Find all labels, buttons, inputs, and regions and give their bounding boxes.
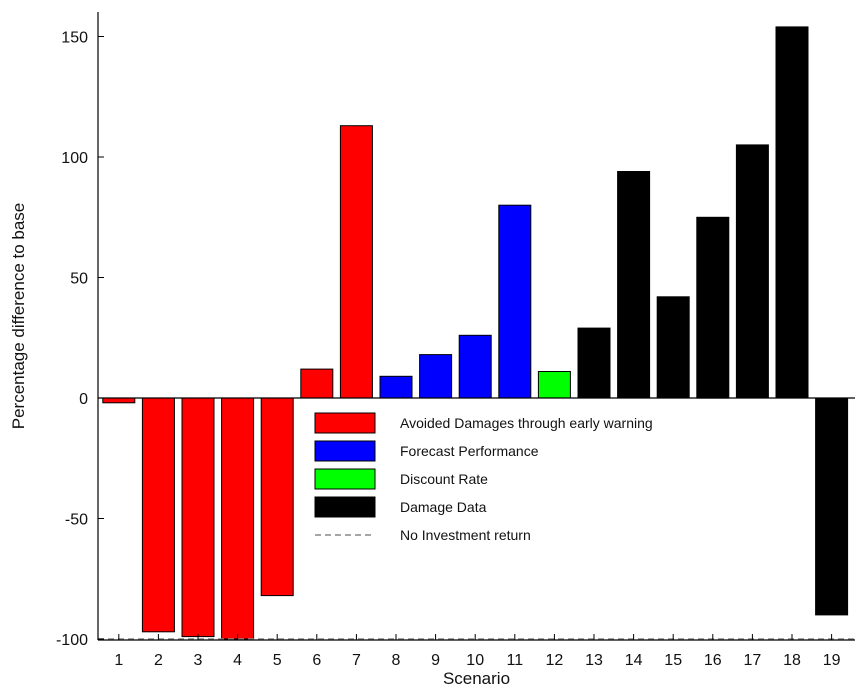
y-tick-label: -50 — [65, 512, 88, 529]
x-tick-label: 5 — [273, 652, 282, 669]
bar-scenario-8 — [379, 375, 413, 399]
bar-scenario-6 — [300, 368, 334, 399]
bar-scenario-2 — [141, 397, 175, 633]
bar-scenario-15 — [656, 296, 690, 399]
x-tick-label: 14 — [625, 652, 643, 669]
bars-group — [102, 26, 849, 640]
legend-label-noinvest: No Investment return — [400, 527, 531, 543]
bar-scenario-14 — [617, 171, 651, 399]
bar-scenario-17 — [735, 144, 769, 399]
bar-scenario-5 — [260, 397, 294, 597]
legend-swatch-avoided — [314, 412, 376, 434]
x-tick-label: 6 — [312, 652, 321, 669]
x-tick-label: 11 — [506, 652, 523, 669]
x-tick-label: 9 — [431, 652, 440, 669]
x-tick-label: 7 — [352, 652, 361, 669]
bar-scenario-19 — [815, 397, 849, 616]
bar-scenario-4 — [221, 397, 255, 640]
y-axis-label: Percentage difference to base — [9, 203, 28, 430]
bar-scenario-18 — [775, 26, 809, 399]
legend-label-forecast: Forecast Performance — [400, 443, 539, 459]
bar-scenario-1 — [102, 397, 136, 404]
legend-swatch-damage — [314, 496, 376, 518]
bar-scenario-10 — [458, 334, 492, 399]
x-tick-label: 12 — [546, 652, 564, 669]
bar-scenario-3 — [181, 397, 215, 638]
x-tick-label: 2 — [154, 652, 163, 669]
x-tick-label: 10 — [466, 652, 484, 669]
bar-scenario-11 — [498, 204, 532, 399]
x-axis-label: Scenario — [443, 669, 510, 688]
legend-swatch-discount — [314, 468, 376, 490]
x-tick-label: 17 — [744, 652, 762, 669]
y-tick-label: 100 — [61, 150, 88, 167]
x-tick-label: 19 — [823, 652, 841, 669]
y-tick-label: 0 — [79, 391, 88, 408]
legend-label-avoided: Avoided Damages through early warning — [400, 415, 653, 431]
legend-swatch-forecast — [314, 440, 376, 462]
y-tick-label: -100 — [56, 632, 88, 649]
y-tick-label: 50 — [70, 271, 88, 288]
legend-label-discount: Discount Rate — [400, 471, 488, 487]
x-tick-label: 3 — [194, 652, 203, 669]
x-tick-label: 15 — [664, 652, 682, 669]
legend-label-damage: Damage Data — [400, 499, 487, 515]
x-tick-label: 13 — [585, 652, 603, 669]
legend: Avoided Damages through early warning For… — [314, 412, 653, 543]
x-tick-label: 8 — [392, 652, 401, 669]
x-tick-label: 4 — [233, 652, 242, 669]
x-tick-label: 16 — [704, 652, 722, 669]
y-tick-label: 150 — [61, 30, 88, 47]
bar-scenario-13 — [577, 327, 611, 399]
bar-scenario-16 — [696, 216, 730, 399]
bar-scenario-12 — [537, 371, 571, 399]
x-tick-label: 18 — [783, 652, 801, 669]
bar-scenario-9 — [419, 354, 453, 399]
bar-scenario-7 — [339, 125, 373, 399]
x-tick-label: 1 — [114, 652, 123, 669]
axes-group — [97, 12, 855, 641]
